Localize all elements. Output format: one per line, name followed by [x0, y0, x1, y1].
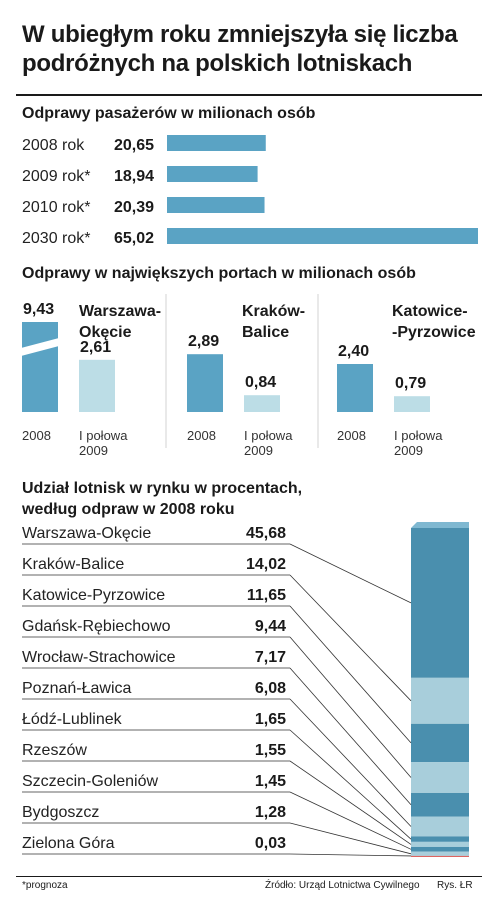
airport-label: Poznań-Ławica [22, 680, 132, 697]
share-value-label: 1,55 [255, 742, 286, 759]
connector-line [289, 729, 412, 840]
x-tick-label: 2008 [337, 428, 366, 443]
stack-segment [411, 836, 469, 842]
x-tick-label: 2008 [187, 428, 216, 443]
passengers-bar-chart: 2008 rok 20,65 2009 rok* 18,94 2010 rok* 20,3… [22, 135, 478, 247]
bar [187, 354, 223, 412]
x-tick-label: I połowa [394, 428, 443, 443]
category-label: 2010 rok* [22, 199, 91, 216]
connector-line [289, 791, 412, 850]
section-title-ports: Odprawy w największych portach w miliona… [22, 265, 416, 282]
airport-name: -Pyrzowice [392, 324, 476, 341]
airport-label: Rzeszów [22, 742, 87, 759]
share-value-label: 1,65 [255, 711, 286, 728]
airport-label: Warszawa-Okęcie [22, 525, 151, 542]
airport-label: Zielona Góra [22, 835, 115, 852]
value-label: 65,02 [114, 230, 154, 247]
stack-segment [411, 846, 469, 852]
share-value-label: 11,65 [247, 587, 286, 604]
airport-label: Wrocław-Strachowice [22, 649, 176, 666]
stack-segment [411, 528, 469, 678]
stack-segment [411, 855, 469, 857]
connector-line [289, 853, 412, 857]
axis-break [21, 338, 59, 356]
share-value-label: 1,45 [255, 773, 286, 790]
airport-label: Łódź-Lublinek [22, 711, 123, 728]
airport-name: Katowice- [392, 303, 468, 320]
stack-segment [411, 851, 469, 856]
airport-label: Katowice-Pyrzowice [22, 587, 165, 604]
connector-line [289, 605, 412, 744]
source-note: Źródło: Urząd Lotnictwa Cywilnego [265, 880, 420, 891]
page-title: W ubiegłym roku zmniejszyła się liczba p… [22, 21, 458, 77]
share-value-label: 1,28 [255, 804, 286, 821]
airport-label: Kraków-Balice [22, 556, 124, 573]
connector-line [289, 636, 412, 778]
column-top [411, 522, 469, 528]
section-title-share-line1: Udział lotnisk w rynku w procentach, [22, 480, 303, 497]
x-tick-label: 2009 [244, 443, 273, 458]
airport-name: Warszawa- [79, 303, 161, 320]
title-rule [16, 94, 482, 96]
airport-name: Balice [242, 324, 289, 341]
connector-line [289, 543, 412, 604]
bar [79, 359, 115, 412]
x-tick-label: I połowa [244, 428, 293, 443]
value-label: 0,84 [245, 374, 276, 391]
share-value-label: 6,08 [255, 680, 286, 697]
connector-line [289, 667, 412, 806]
bar [22, 322, 58, 412]
x-tick-label: 2009 [79, 443, 108, 458]
section-title-share: Udział lotnisk w rynku w procentach, wed… [22, 478, 302, 520]
bar [167, 228, 478, 244]
airport-name: Kraków- [242, 303, 305, 320]
share-value-label: 14,02 [246, 556, 286, 573]
bar [394, 396, 430, 412]
stack-segment [411, 723, 469, 763]
value-label: 18,94 [114, 168, 154, 185]
value-label: 20,39 [114, 199, 154, 216]
airport-label: Gdańsk-Rębiechowo [22, 618, 171, 635]
value-label: 2,89 [188, 333, 219, 350]
section-title-passengers: Odprawy pasażerów w milionach osób [22, 105, 316, 122]
stack-segment [411, 762, 469, 793]
share-value-label: 45,68 [246, 525, 286, 542]
credit-note: Rys. ŁR [437, 880, 473, 891]
category-label: 2030 rok* [22, 230, 91, 247]
footer-rule [16, 876, 482, 877]
share-value-label: 0,03 [255, 835, 286, 852]
share-value-label: 9,44 [255, 618, 286, 635]
bar [167, 135, 266, 151]
value-label: 2,61 [80, 339, 111, 356]
value-label: 0,79 [395, 375, 426, 392]
connector-line [289, 574, 412, 702]
connector-line [289, 698, 412, 827]
connector-line [289, 822, 412, 855]
value-label: 9,43 [23, 301, 54, 318]
airport-label: Bydgoszcz [22, 804, 99, 821]
x-tick-label: I połowa [79, 428, 128, 443]
stack-segment [411, 841, 469, 847]
category-label: 2009 rok* [22, 168, 91, 185]
connector-line [289, 760, 412, 845]
category-label: 2008 rok [22, 137, 85, 154]
stack-segment [411, 677, 469, 724]
section-title-share-line2: według odpraw w 2008 roku [22, 501, 235, 518]
value-label: 20,65 [114, 137, 154, 154]
bar [337, 364, 373, 412]
bar [167, 166, 258, 182]
bar [167, 197, 265, 213]
stack-segment [411, 816, 469, 837]
x-tick-label: 2008 [22, 428, 51, 443]
bar [244, 395, 280, 412]
x-tick-label: 2009 [394, 443, 423, 458]
stack-segment [411, 792, 469, 817]
market-share-chart: Warszawa-Okęcie 45,68 Kraków-Balice 14,02 Ka… [22, 522, 469, 857]
airport-label: Szczecin-Goleniów [22, 773, 159, 790]
share-value-label: 7,17 [255, 649, 286, 666]
footnote: *prognoza [22, 880, 68, 891]
value-label: 2,40 [338, 343, 369, 360]
airport-name: Okęcie [79, 324, 132, 341]
